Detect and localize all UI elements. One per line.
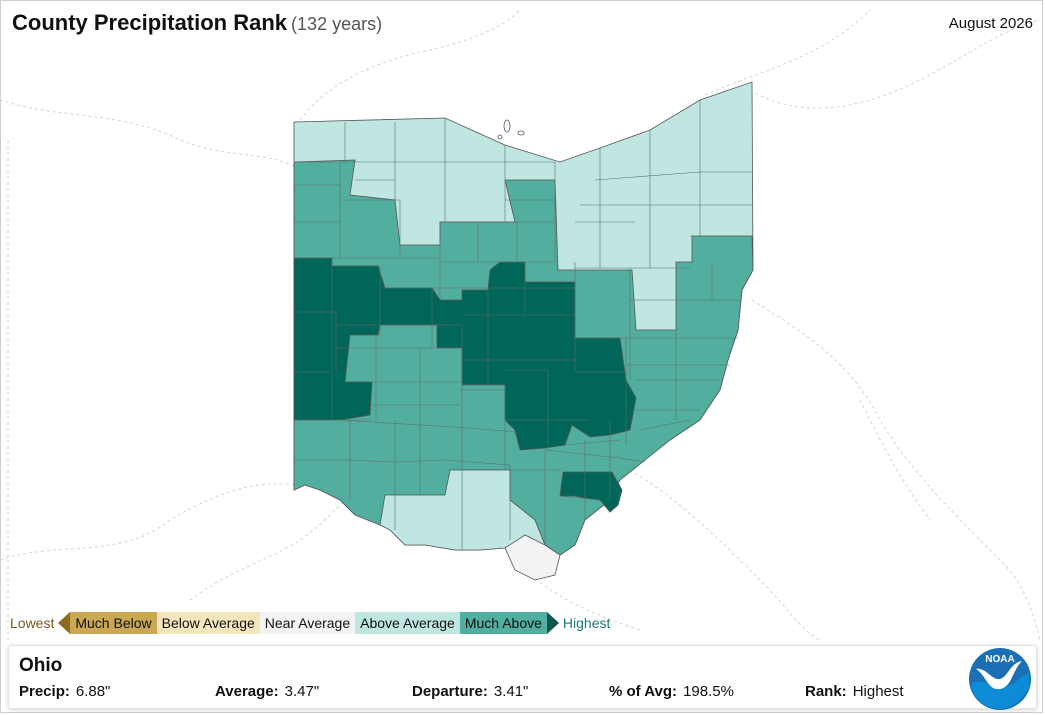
lake-erie-islands [497,119,525,140]
average-label: Average: [215,683,279,700]
pct-avg-stat: % of Avg: 198.5% [609,683,734,700]
legend-much-below: Much Below [70,612,157,634]
pct-avg-label: % of Avg: [609,683,678,700]
title-block: County Precipitation Rank (132 years) [12,10,382,36]
near-average-county [504,534,561,581]
rank-label: Rank: [805,683,847,700]
county-borders [294,100,752,550]
legend-below-average: Below Average [156,612,260,634]
departure-label: Departure: [412,683,488,700]
rank-value: Highest [852,683,904,700]
legend-left-arrow-icon [58,612,71,634]
noaa-logo-icon: NOAA [969,648,1031,710]
map-subtitle: (132 years) [291,14,383,34]
record-high-central [293,257,637,451]
info-panel: Ohio Precip: 6.88" Average: 3.47" Departur… [8,645,1037,710]
legend-right-arrow-icon [546,612,559,634]
rank-stat: Rank: Highest [805,683,904,700]
legend-highest-label: Highest [562,615,611,631]
legend-near-average: Near Average [259,612,356,634]
precip-label: Precip: [19,683,70,700]
legend-above-average: Above Average [355,612,460,634]
period-label: August 2026 [948,15,1033,32]
record-high-southeast [559,471,623,513]
noaa-logo-text: NOAA [985,654,1014,665]
precip-stat: Precip: 6.88" [19,683,110,700]
legend: Lowest Much Below Below Average Near Ave… [10,612,610,634]
map-title: County Precipitation Rank [12,10,288,35]
average-value: 3.47" [284,683,320,700]
average-stat: Average: 3.47" [215,683,319,700]
precip-value: 6.88" [75,683,111,700]
legend-much-above: Much Above [459,612,547,634]
region-name: Ohio [19,655,63,676]
pct-avg-value: 198.5% [683,683,734,700]
departure-stat: Departure: 3.41" [412,683,528,700]
legend-lowest-label: Lowest [10,615,55,631]
departure-value: 3.41" [493,683,529,700]
